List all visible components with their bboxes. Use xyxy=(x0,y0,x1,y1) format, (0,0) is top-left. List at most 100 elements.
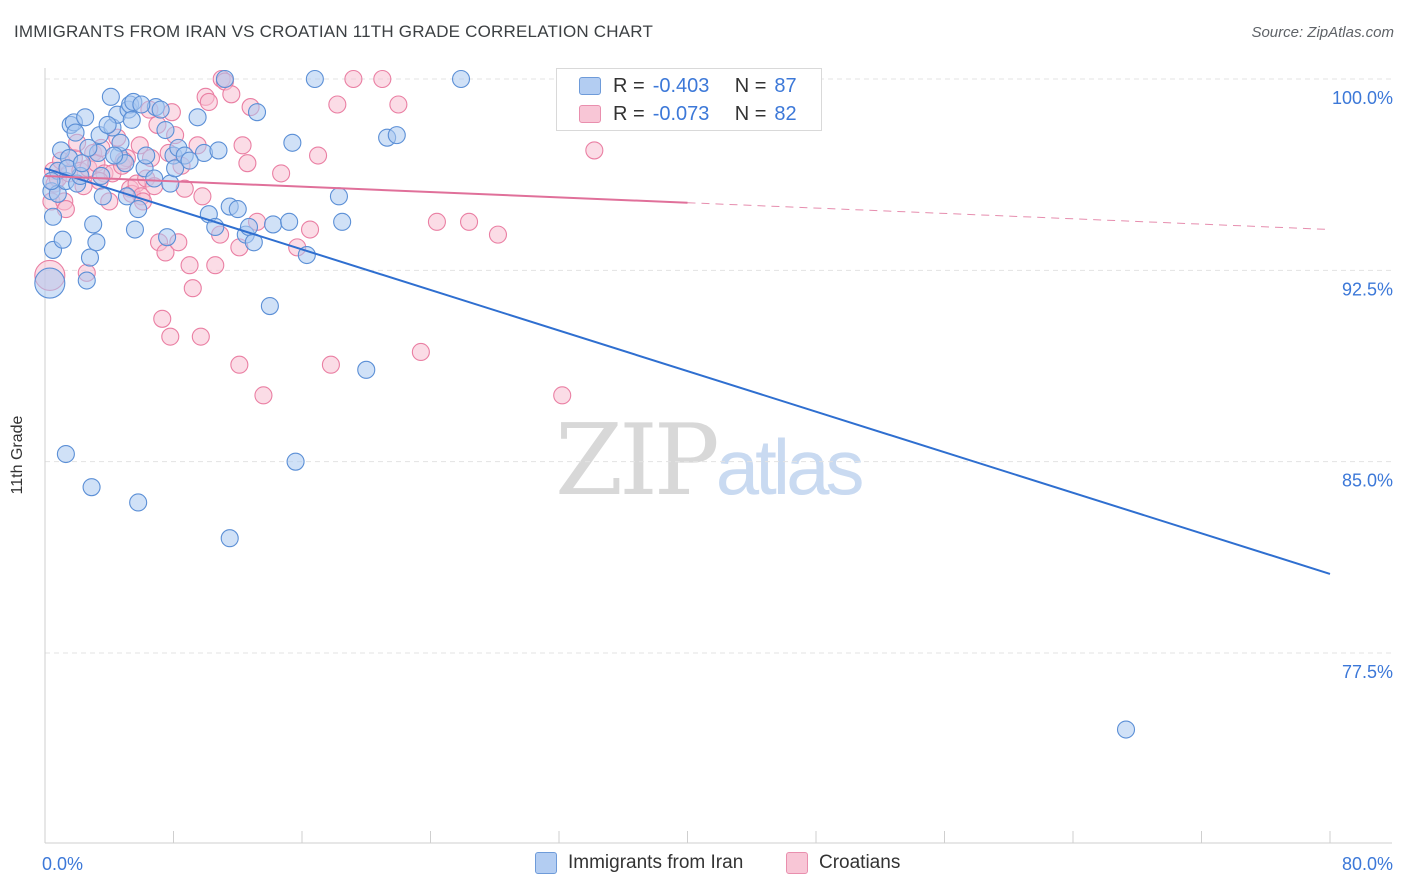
legend-swatch-croatians xyxy=(786,852,808,874)
croatian-point xyxy=(488,225,508,244)
trend-layer xyxy=(44,167,1331,575)
legend-r-value: -0.403 xyxy=(652,74,710,97)
croatian-point xyxy=(553,386,572,405)
croatian-point xyxy=(300,220,320,239)
iran-point xyxy=(122,110,141,129)
x-tick-label: 80.0% xyxy=(1342,854,1393,874)
croatian-point xyxy=(309,146,328,165)
series-legend: Immigrants from Iran Croatians xyxy=(0,852,1406,878)
croatian-point xyxy=(199,92,218,112)
iran-point xyxy=(125,220,144,239)
iran-point xyxy=(215,69,234,89)
iran-point xyxy=(180,151,199,170)
source-label: Source: ZipAtlas.com xyxy=(1251,24,1394,41)
legend-label-iran: Immigrants from Iran xyxy=(568,852,744,873)
iran-point xyxy=(156,120,175,140)
x-tick-label: 0.0% xyxy=(42,854,83,874)
iran-point xyxy=(305,69,324,89)
legend-r-label: R = xyxy=(613,74,645,97)
y-tick-label: 100.0% xyxy=(1332,88,1393,108)
iran-point xyxy=(79,138,98,157)
label-layer: 100.0% 92.5% 85.0% 77.5% 0.0% 80.0% xyxy=(42,88,1393,874)
iran-point xyxy=(34,267,66,299)
legend-n-label: N = xyxy=(734,74,767,97)
iran-point xyxy=(1116,720,1136,739)
iran-point xyxy=(137,146,156,165)
iran-point xyxy=(451,69,471,89)
croatian-point xyxy=(321,355,340,374)
croatian-point xyxy=(191,327,210,346)
iran-point xyxy=(247,103,267,122)
croatian-point xyxy=(411,342,430,362)
watermark-atlas: atlas xyxy=(715,423,865,511)
iran-point xyxy=(98,115,117,134)
croatian-point xyxy=(183,279,202,298)
croatian-point xyxy=(153,309,172,328)
iran-point xyxy=(129,200,148,219)
iran-point xyxy=(264,215,283,234)
iran-point xyxy=(43,207,63,226)
iran-point xyxy=(92,166,111,185)
iran-point xyxy=(280,212,299,231)
iran-point xyxy=(151,100,170,119)
croatian-point xyxy=(206,256,225,275)
iran-point xyxy=(80,248,100,267)
watermark-zip: ZIP xyxy=(555,404,720,518)
iran-point xyxy=(209,141,228,160)
iran-point xyxy=(72,154,91,173)
iran-point xyxy=(82,478,101,497)
iran-point xyxy=(101,87,120,106)
legend-swatch-iran xyxy=(535,852,557,874)
croatian-trend-extension xyxy=(687,202,1331,231)
croatian-point xyxy=(272,164,291,183)
croatian-point xyxy=(373,69,392,89)
legend-n-value: 87 xyxy=(774,74,797,97)
iran-point xyxy=(286,452,305,471)
iran-point xyxy=(188,108,207,127)
iran-point xyxy=(333,212,352,231)
legend-r-label: R = xyxy=(613,102,645,125)
chart-title: IMMIGRANTS FROM IRAN VS CROATIAN 11TH GR… xyxy=(14,22,654,41)
iran-point xyxy=(66,123,85,142)
croatian-point xyxy=(427,212,446,231)
legend-swatch-croatians xyxy=(579,105,601,123)
croatian-trend-line xyxy=(44,174,688,204)
iran-point xyxy=(84,215,103,234)
iran-point xyxy=(329,187,348,206)
croatian-point xyxy=(344,69,363,89)
iran-point xyxy=(132,95,151,114)
iran-point xyxy=(76,108,95,127)
croatian-point xyxy=(389,95,408,114)
legend-swatch-iran xyxy=(579,77,601,95)
legend-label-croatians: Croatians xyxy=(819,852,901,873)
iran-point xyxy=(158,228,177,247)
legend-item-croatians[interactable]: Croatians xyxy=(786,852,900,874)
croatian-point xyxy=(328,95,347,114)
y-tick-label: 85.0% xyxy=(1342,471,1393,491)
croatian-point xyxy=(222,85,241,104)
iran-point xyxy=(145,169,164,188)
croatian-point xyxy=(233,136,252,155)
legend-n-label: N = xyxy=(734,102,767,125)
croatian-point xyxy=(161,327,180,346)
legend-row-croatians: R = -0.073 N = 82 xyxy=(579,101,797,127)
iran-point xyxy=(93,187,112,206)
legend-n-value: 82 xyxy=(774,102,797,125)
croatian-point xyxy=(238,154,257,173)
croatian-point xyxy=(459,212,479,231)
legend-r-value: -0.073 xyxy=(652,102,710,125)
iran-point xyxy=(53,230,72,249)
stats-legend: R = -0.403 N = 87 R = -0.073 N = 82 xyxy=(556,68,822,131)
croatian-point xyxy=(180,256,199,275)
iran-point xyxy=(283,133,302,152)
legend-item-iran[interactable]: Immigrants from Iran xyxy=(535,852,743,874)
iran-point xyxy=(56,444,75,464)
legend-row-iran: R = -0.403 N = 87 xyxy=(579,73,797,99)
iran-point xyxy=(161,174,180,193)
watermark: ZIPatlas xyxy=(555,404,865,518)
y-tick-label: 92.5% xyxy=(1342,279,1393,299)
iran-point xyxy=(387,126,406,145)
iran-point xyxy=(357,360,376,379)
iran-point xyxy=(297,245,316,265)
